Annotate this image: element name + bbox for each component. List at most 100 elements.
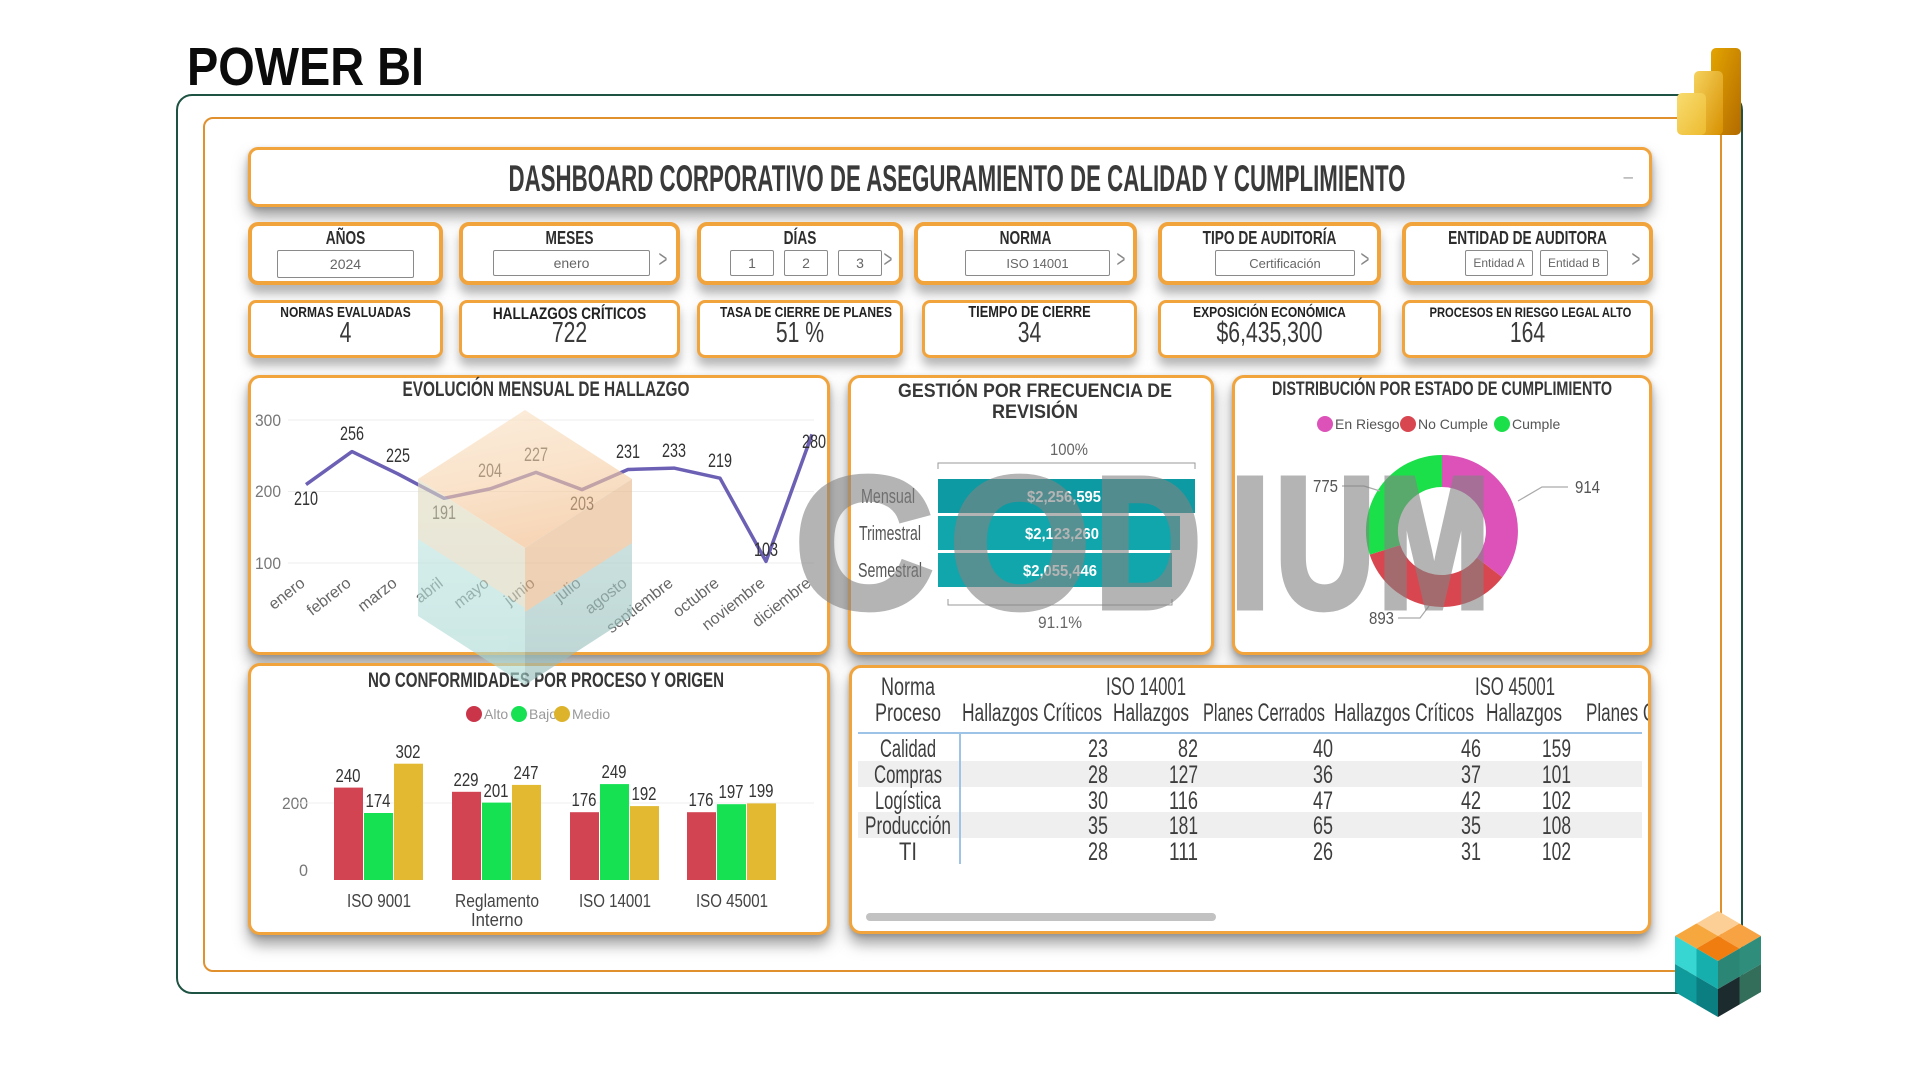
- svg-text:Proceso: Proceso: [875, 699, 941, 727]
- svg-text:Medio: Medio: [572, 706, 610, 722]
- svg-text:775: 775: [1313, 476, 1338, 496]
- svg-text:102: 102: [1542, 838, 1571, 866]
- svg-text:EVOLUCIÓN MENSUAL DE HALLAZGO: EVOLUCIÓN MENSUAL DE HALLAZGO: [403, 377, 690, 401]
- svg-text:Bajo: Bajo: [529, 706, 557, 722]
- svg-text:Alto: Alto: [484, 706, 508, 722]
- svg-text:100%: 100%: [1050, 441, 1088, 459]
- svg-text:116: 116: [1169, 787, 1198, 815]
- svg-text:No Cumple: No Cumple: [1418, 416, 1488, 432]
- svg-text:U: U: [1275, 440, 1375, 647]
- svg-text:Compras: Compras: [874, 761, 942, 789]
- svg-text:256: 256: [340, 424, 364, 445]
- svg-text:302: 302: [396, 742, 421, 762]
- svg-text:En Riesgo: En Riesgo: [1335, 416, 1400, 432]
- svg-text:219: 219: [708, 451, 732, 472]
- svg-text:Trimestral: Trimestral: [859, 523, 921, 545]
- svg-text:Hallazgos: Hallazgos: [1113, 699, 1189, 727]
- svg-text:Norma: Norma: [881, 673, 935, 701]
- svg-text:28: 28: [1088, 838, 1108, 866]
- svg-text:$2,055,446: $2,055,446: [1023, 563, 1097, 580]
- svg-text:ISO 9001: ISO 9001: [347, 891, 411, 911]
- svg-text:40: 40: [1313, 735, 1333, 763]
- svg-text:127: 127: [1169, 761, 1198, 789]
- svg-text:102: 102: [1542, 787, 1571, 815]
- svg-text:ISO 14001: ISO 14001: [579, 891, 651, 911]
- svg-text:108: 108: [1542, 812, 1571, 840]
- svg-text:35: 35: [1461, 812, 1481, 840]
- svg-text:35: 35: [1088, 812, 1108, 840]
- svg-text:159: 159: [1542, 735, 1571, 763]
- svg-text:31: 31: [1461, 838, 1481, 866]
- svg-text:ISO 45001: ISO 45001: [696, 891, 768, 911]
- svg-text:233: 233: [662, 441, 686, 462]
- svg-text:914: 914: [1575, 477, 1600, 497]
- svg-text:Hallazgos: Hallazgos: [1486, 699, 1562, 727]
- svg-text:GESTIÓN POR FRECUENCIA DE: GESTIÓN POR FRECUENCIA DE: [898, 378, 1172, 402]
- svg-text:47: 47: [1313, 787, 1333, 815]
- svg-text:91.1%: 91.1%: [1038, 614, 1082, 632]
- svg-text:101: 101: [1542, 761, 1571, 789]
- svg-text:C: C: [795, 440, 933, 647]
- svg-text:D: D: [1095, 440, 1201, 647]
- svg-text:174: 174: [366, 791, 391, 811]
- svg-text:247: 247: [514, 763, 539, 783]
- svg-text:DASHBOARD CORPORATIVO DE ASEGU: DASHBOARD CORPORATIVO DE ASEGURAMIENTO D…: [509, 158, 1406, 199]
- svg-text:Cumple: Cumple: [1512, 416, 1560, 432]
- svg-text:Logística: Logística: [875, 787, 941, 815]
- svg-text:176: 176: [572, 790, 597, 810]
- svg-text:36: 36: [1313, 761, 1333, 789]
- svg-text:100: 100: [255, 554, 281, 573]
- svg-text:893: 893: [1369, 608, 1394, 628]
- svg-text:ISO 45001: ISO 45001: [1475, 673, 1555, 701]
- svg-text:231: 231: [616, 442, 640, 463]
- svg-text:Semestral: Semestral: [858, 560, 922, 582]
- svg-text:Interno: Interno: [471, 910, 523, 930]
- svg-text:Hallazgos Críticos: Hallazgos Críticos: [962, 699, 1102, 727]
- svg-text:NO CONFORMIDADES POR PROCESO Y: NO CONFORMIDADES POR PROCESO Y ORIGEN: [368, 669, 724, 692]
- svg-text:280: 280: [802, 432, 826, 453]
- svg-text:200: 200: [255, 482, 281, 501]
- svg-text:46: 46: [1461, 735, 1481, 763]
- svg-text:Planes Cerr: Planes Cerr: [1586, 699, 1648, 727]
- svg-text:200: 200: [282, 794, 308, 813]
- svg-text:37: 37: [1461, 761, 1481, 789]
- svg-text:ISO 14001: ISO 14001: [1106, 673, 1186, 701]
- svg-text:O: O: [950, 440, 1090, 647]
- svg-text:229: 229: [454, 770, 479, 790]
- svg-text:240: 240: [336, 766, 361, 786]
- svg-text:225: 225: [386, 446, 410, 467]
- svg-text:103: 103: [754, 540, 778, 561]
- svg-text:30: 30: [1088, 787, 1108, 815]
- svg-text:0: 0: [299, 861, 308, 880]
- svg-text:Producción: Producción: [865, 812, 951, 840]
- svg-text:TI: TI: [899, 838, 917, 866]
- svg-text:Reglamento: Reglamento: [455, 891, 539, 911]
- svg-text:Hallazgos Críticos: Hallazgos Críticos: [1334, 699, 1474, 727]
- svg-text:DISTRIBUCIÓN POR ESTADO DE CUM: DISTRIBUCIÓN POR ESTADO DE CUMPLIMIENTO: [1272, 378, 1612, 400]
- svg-text:199: 199: [749, 781, 774, 801]
- svg-text:23: 23: [1088, 735, 1108, 763]
- svg-text:181: 181: [1169, 812, 1198, 840]
- svg-text:192: 192: [632, 784, 657, 804]
- svg-text:I: I: [1230, 440, 1270, 647]
- svg-text:Planes Cerrados: Planes Cerrados: [1203, 699, 1325, 727]
- svg-text:249: 249: [602, 762, 627, 782]
- svg-text:42: 42: [1461, 787, 1481, 815]
- svg-text:197: 197: [719, 782, 744, 802]
- svg-text:201: 201: [484, 781, 509, 801]
- svg-text:82: 82: [1178, 735, 1198, 763]
- svg-text:176: 176: [689, 790, 714, 810]
- svg-text:M: M: [1378, 440, 1490, 647]
- svg-text:28: 28: [1088, 761, 1108, 789]
- svg-text:300: 300: [255, 411, 281, 430]
- svg-text:26: 26: [1313, 838, 1333, 866]
- svg-text:Mensual: Mensual: [861, 486, 915, 508]
- svg-text:65: 65: [1313, 812, 1333, 840]
- svg-text:REVISIÓN: REVISIÓN: [992, 399, 1078, 423]
- svg-text:$2,123,260: $2,123,260: [1025, 526, 1099, 543]
- svg-text:Calidad: Calidad: [880, 735, 936, 763]
- svg-text:210: 210: [294, 489, 318, 510]
- svg-text:111: 111: [1169, 838, 1198, 866]
- svg-text:POWER BI: POWER BI: [187, 37, 424, 97]
- svg-text:$2,256,595: $2,256,595: [1027, 489, 1101, 506]
